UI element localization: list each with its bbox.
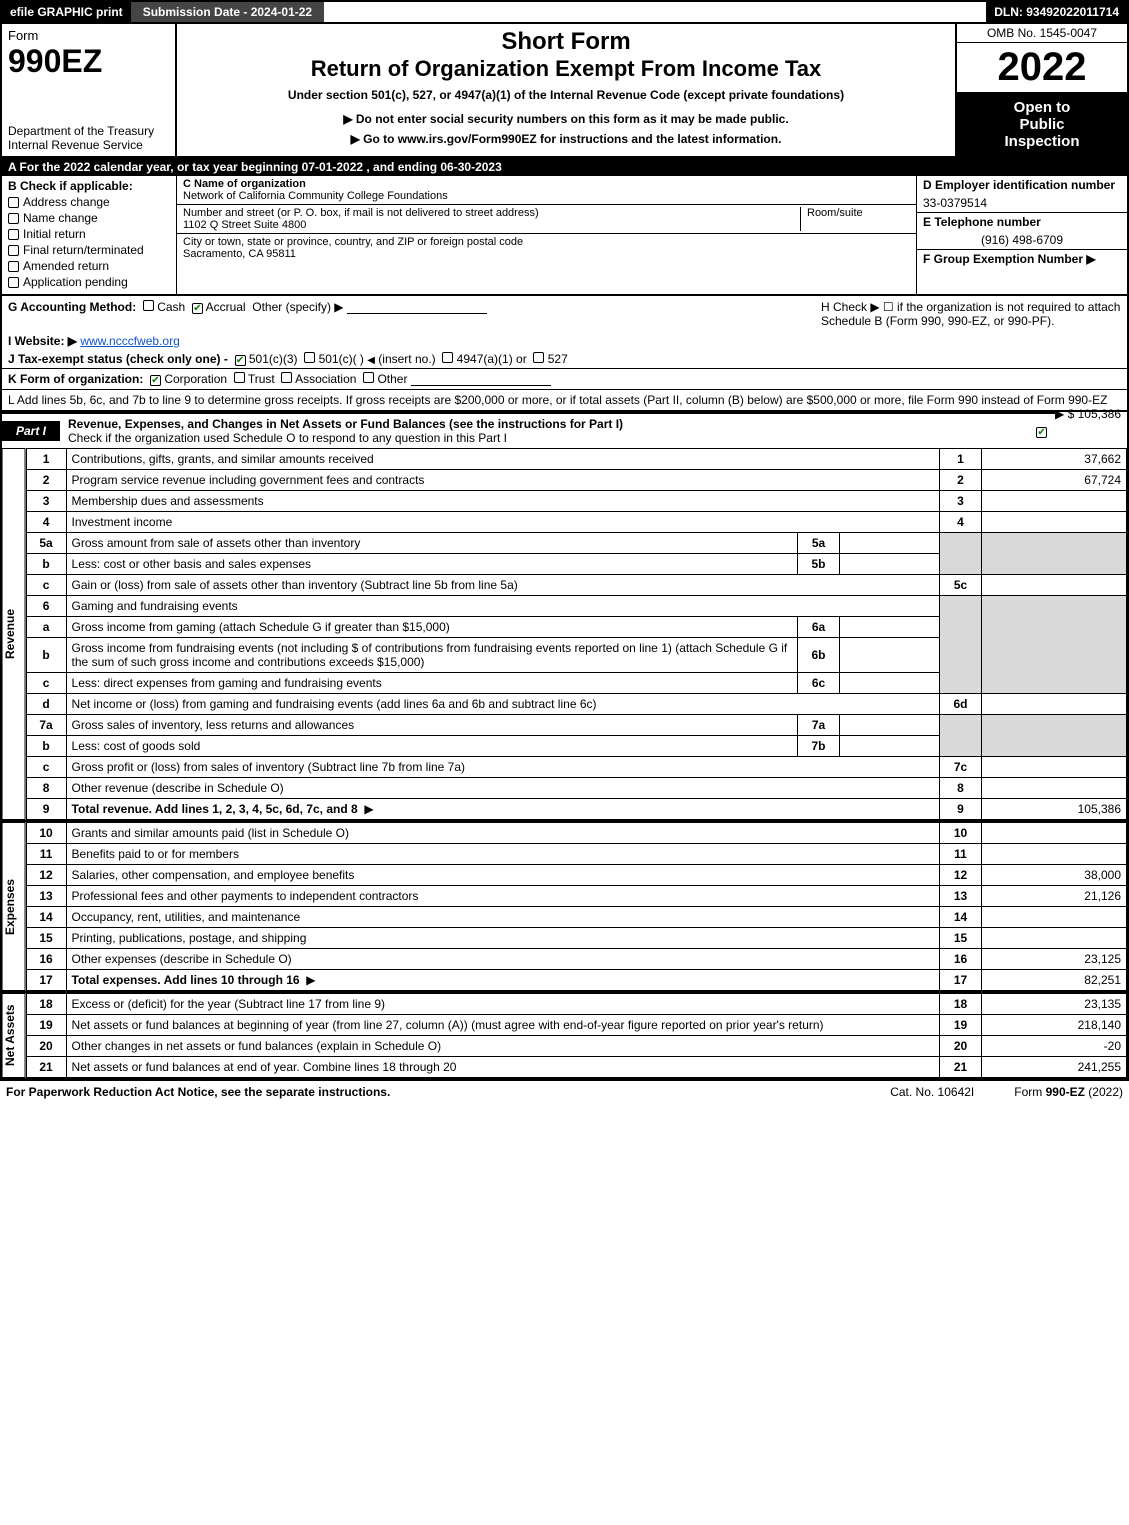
department: Department of the Treasury Internal Reve… (8, 124, 169, 152)
open-to-public: Open to Public Inspection (957, 93, 1127, 156)
checkbox-accrual[interactable] (192, 303, 203, 314)
title-return: Return of Organization Exempt From Incom… (183, 56, 949, 82)
title-short-form: Short Form (183, 28, 949, 56)
website-link[interactable]: www.ncccfweb.org (80, 334, 179, 348)
org-city: Sacramento, CA 95811 (183, 248, 296, 260)
checkbox-initial-return[interactable] (8, 229, 19, 240)
section-b-through-f: B Check if applicable: Address change Na… (0, 176, 1129, 296)
checkbox-527[interactable] (533, 352, 544, 363)
section-i: I Website: ▶ www.ncccfweb.org (2, 332, 1127, 350)
section-l: L Add lines 5b, 6c, and 7b to line 9 to … (2, 389, 1127, 410)
revenue-label: Revenue (2, 448, 26, 820)
section-k: K Form of organization: Corporation Trus… (2, 368, 1127, 389)
section-d-e-f: D Employer identification number 33-0379… (917, 176, 1127, 294)
gross-receipts-amount: ▶ $ 105,386 (1055, 407, 1121, 421)
revenue-table: 1Contributions, gifts, grants, and simil… (26, 448, 1127, 820)
checkbox-corporation[interactable] (150, 375, 161, 386)
ein: 33-0379514 (917, 194, 1127, 213)
net-assets-table: 18Excess or (deficit) for the year (Subt… (26, 993, 1127, 1078)
checkbox-amended-return[interactable] (8, 261, 19, 272)
net-assets-label: Net Assets (2, 993, 26, 1078)
section-h: H Check ▶ ☐ if the organization is not r… (821, 300, 1121, 328)
checkbox-final-return[interactable] (8, 245, 19, 256)
expenses-label: Expenses (2, 822, 26, 991)
checkbox-4947a1[interactable] (442, 352, 453, 363)
phone: (916) 498-6709 (917, 231, 1127, 250)
part-i-header: Part I Revenue, Expenses, and Changes in… (2, 412, 1055, 448)
org-address: 1102 Q Street Suite 4800 (183, 219, 306, 231)
goto-link[interactable]: ▶ Go to www.irs.gov/Form990EZ for instru… (183, 132, 949, 146)
page-footer: For Paperwork Reduction Act Notice, see … (0, 1080, 1129, 1103)
subtitle: Under section 501(c), 527, or 4947(a)(1)… (183, 88, 949, 102)
checkbox-address-change[interactable] (8, 197, 19, 208)
row-a-calendar-year: A For the 2022 calendar year, or tax yea… (0, 158, 1129, 176)
efile-print-label: efile GRAPHIC print (2, 2, 131, 22)
checkbox-trust[interactable] (234, 372, 245, 383)
form-header: Form 990EZ Department of the Treasury In… (0, 24, 1129, 158)
checkbox-cash[interactable] (143, 300, 154, 311)
tax-year: 2022 (957, 43, 1127, 93)
dln: DLN: 93492022011714 (986, 2, 1127, 22)
checkbox-application-pending[interactable] (8, 277, 19, 288)
section-g-h: G Accounting Method: Cash Accrual Other … (0, 296, 1129, 412)
expenses-table: 10Grants and similar amounts paid (list … (26, 822, 1127, 991)
other-specify-input[interactable] (347, 300, 487, 314)
checkbox-name-change[interactable] (8, 213, 19, 224)
ssn-warning: ▶ Do not enter social security numbers o… (183, 112, 949, 126)
top-bar: efile GRAPHIC print Submission Date - 20… (0, 0, 1129, 24)
org-name: Network of California Community College … (183, 190, 448, 202)
form-label: Form (8, 28, 169, 43)
checkbox-501c[interactable] (304, 352, 315, 363)
checkbox-other-org[interactable] (363, 372, 374, 383)
section-j: J Tax-exempt status (check only one) - 5… (2, 350, 1127, 368)
omb-number: OMB No. 1545-0047 (957, 24, 1127, 43)
checkbox-schedule-o[interactable] (1036, 427, 1047, 438)
form-number: 990EZ (8, 43, 169, 80)
checkbox-501c3[interactable] (235, 355, 246, 366)
section-c: C Name of organizationNetwork of Califor… (177, 176, 917, 294)
section-b: B Check if applicable: Address change Na… (2, 176, 177, 294)
submission-date: Submission Date - 2024-01-22 (131, 2, 324, 22)
checkbox-association[interactable] (281, 372, 292, 383)
